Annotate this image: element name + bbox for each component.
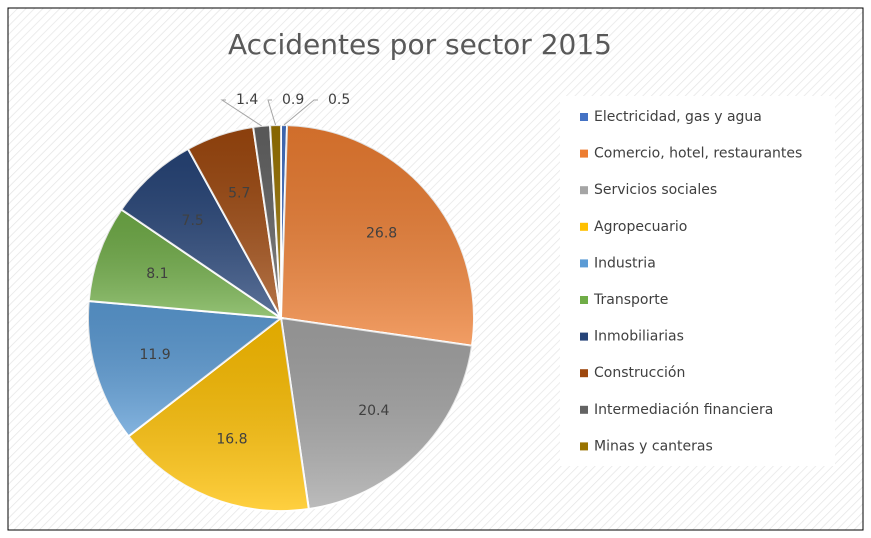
legend-swatch: [580, 259, 588, 268]
data-label: 7.5: [182, 213, 204, 229]
legend-label: Industria: [594, 255, 656, 271]
legend-label: Agropecuario: [594, 219, 687, 235]
legend-label: Comercio, hotel, restaurantes: [594, 146, 802, 162]
legend-swatch: [580, 113, 588, 121]
legend-swatch: [580, 405, 588, 414]
legend-label: Intermediación financiera: [594, 402, 773, 418]
legend-label: Servicios sociales: [594, 182, 717, 198]
leader-line: [220, 99, 262, 127]
legend-swatch: [580, 332, 588, 341]
data-label: 1.4: [236, 92, 258, 108]
leader-line: [283, 99, 318, 126]
legend-box: [560, 96, 835, 466]
legend-swatch: [580, 442, 588, 451]
legend-swatch: [580, 186, 588, 195]
legend-label: Transporte: [593, 292, 668, 308]
data-label: 0.5: [328, 92, 350, 108]
legend-label: Minas y canteras: [594, 438, 713, 454]
data-label: 11.9: [140, 347, 171, 363]
legend-swatch: [580, 149, 588, 158]
chart-title: Accidentes por sector 2015: [228, 28, 612, 61]
legend-swatch: [580, 296, 588, 304]
legend-label: Inmobiliarias: [594, 329, 684, 345]
leader-line: [267, 99, 277, 126]
data-label: 0.9: [282, 92, 304, 108]
data-label: 16.8: [216, 432, 247, 448]
legend-label: Electricidad, gas y agua: [594, 109, 762, 125]
legend-label: Construcción: [594, 365, 685, 381]
data-label: 20.4: [358, 403, 389, 419]
data-label: 5.7: [228, 186, 250, 202]
legend-swatch: [580, 369, 588, 378]
data-label: 8.1: [146, 266, 168, 282]
data-label: 26.8: [366, 226, 397, 242]
legend-swatch: [580, 222, 588, 231]
